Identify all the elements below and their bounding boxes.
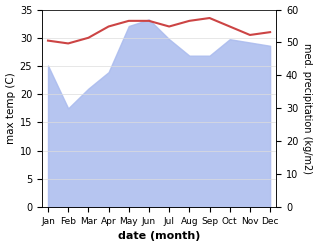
X-axis label: date (month): date (month) (118, 231, 200, 242)
Y-axis label: max temp (C): max temp (C) (5, 72, 16, 144)
Y-axis label: med. precipitation (kg/m2): med. precipitation (kg/m2) (302, 43, 313, 174)
